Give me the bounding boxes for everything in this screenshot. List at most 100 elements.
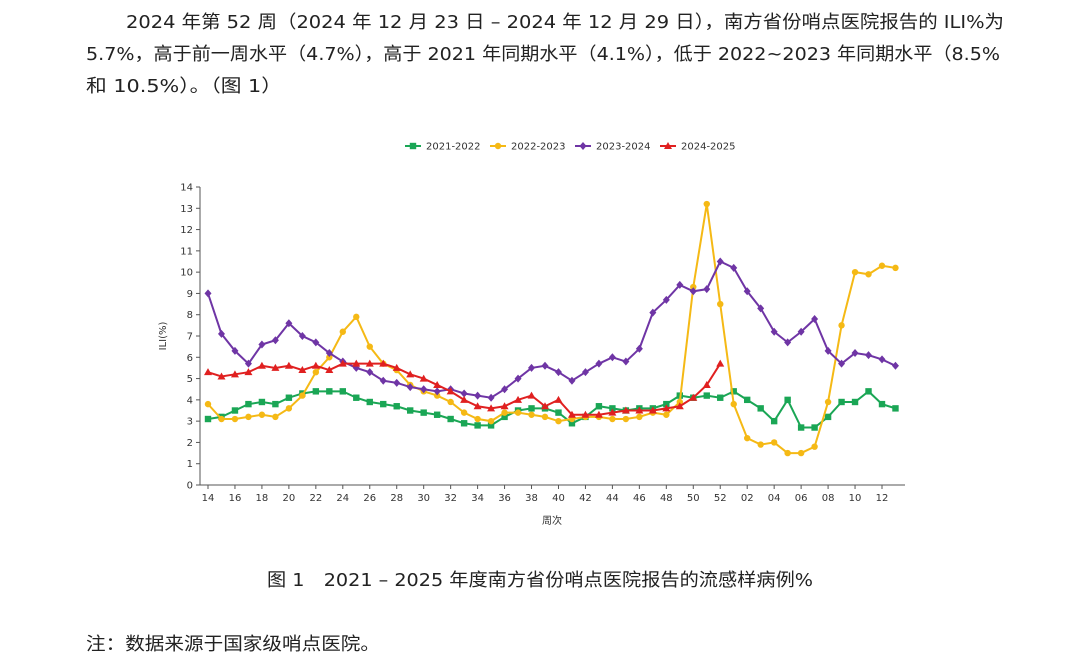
marker	[865, 388, 872, 395]
marker	[851, 268, 859, 276]
marker	[407, 407, 414, 414]
marker	[554, 368, 562, 377]
marker	[494, 142, 502, 150]
marker	[244, 359, 252, 368]
marker	[272, 413, 279, 421]
marker	[326, 388, 333, 395]
series-line	[207, 203, 896, 455]
marker	[675, 402, 684, 410]
marker	[663, 411, 670, 418]
y-tick-label: 8	[187, 310, 193, 321]
marker	[514, 395, 523, 403]
marker	[501, 413, 508, 421]
marker	[299, 392, 306, 399]
x-tick-label: 44	[606, 493, 619, 504]
marker	[568, 376, 576, 385]
marker	[487, 393, 495, 402]
x-tick-label: 32	[444, 493, 457, 504]
marker	[891, 361, 899, 370]
marker	[622, 415, 630, 423]
y-tick-label: 6	[187, 353, 193, 364]
marker	[406, 383, 414, 392]
marker	[312, 368, 320, 376]
marker	[702, 380, 711, 388]
marker	[420, 409, 427, 416]
figure-caption: 图 1 2021 – 2025 年度南方省份哨点医院报告的流感样病例%	[267, 570, 813, 591]
marker	[555, 409, 562, 416]
marker	[204, 289, 212, 298]
y-axis-label: ILI(%)	[158, 322, 169, 351]
marker	[230, 370, 239, 378]
marker	[285, 405, 293, 412]
marker	[474, 422, 481, 429]
marker	[784, 338, 792, 347]
marker	[379, 376, 387, 385]
note: 注：数据来源于国家级哨点医院。	[86, 634, 380, 655]
marker	[878, 262, 886, 269]
marker	[284, 361, 293, 369]
x-axis-label: 周次	[542, 514, 562, 527]
marker	[338, 359, 347, 367]
x-tick-label: 16	[229, 493, 242, 504]
marker	[568, 420, 576, 427]
x-tick-label: 34	[471, 493, 484, 504]
paragraph-line: 和 10.5%）。（图 1）	[86, 76, 282, 97]
marker	[393, 378, 401, 387]
marker	[433, 380, 442, 388]
marker	[555, 417, 562, 425]
marker	[528, 363, 536, 372]
y-tick-label: 5	[187, 374, 193, 385]
marker	[595, 359, 603, 368]
x-tick-label: 18	[256, 493, 269, 504]
marker	[312, 338, 320, 347]
marker	[621, 406, 630, 414]
x-tick-label: 20	[283, 493, 296, 504]
marker	[258, 398, 266, 406]
marker	[487, 404, 496, 412]
marker	[393, 403, 400, 410]
x-tick-label: 06	[795, 493, 808, 504]
marker	[608, 353, 616, 362]
legend-label: 2022-2023	[511, 142, 566, 153]
x-tick-label: 38	[525, 493, 538, 504]
marker	[892, 264, 899, 272]
marker	[285, 394, 293, 401]
marker	[608, 408, 617, 416]
x-tick-label: 26	[363, 493, 376, 504]
marker	[851, 398, 859, 406]
marker	[433, 411, 441, 418]
marker	[892, 405, 899, 412]
marker	[204, 368, 212, 376]
marker	[460, 420, 468, 427]
marker	[325, 349, 333, 358]
y-tick-label: 12	[180, 225, 193, 236]
marker	[541, 413, 549, 421]
x-tick-label: 10	[849, 493, 862, 504]
marker	[690, 283, 697, 291]
y-tick-label: 13	[180, 204, 193, 215]
marker	[487, 422, 495, 429]
marker	[231, 415, 239, 423]
legend-label: 2024-2025	[681, 142, 736, 153]
marker	[717, 394, 724, 401]
y-tick-label: 10	[180, 268, 193, 279]
marker	[648, 406, 657, 414]
x-tick-label: 52	[714, 493, 727, 504]
y-tick-label: 11	[180, 246, 193, 257]
marker	[406, 370, 415, 378]
legend-label: 2023-2024	[596, 142, 651, 153]
marker	[636, 413, 643, 421]
x-tick-label: 36	[498, 493, 511, 504]
marker	[379, 359, 388, 367]
marker	[528, 411, 535, 418]
marker	[716, 257, 724, 266]
marker	[662, 295, 670, 304]
series-line	[207, 390, 896, 429]
marker	[784, 449, 791, 457]
marker	[433, 392, 441, 399]
y-tick-label: 9	[187, 289, 193, 300]
y-tick-label: 0	[187, 481, 193, 492]
marker	[609, 405, 616, 412]
series-line	[207, 260, 896, 399]
